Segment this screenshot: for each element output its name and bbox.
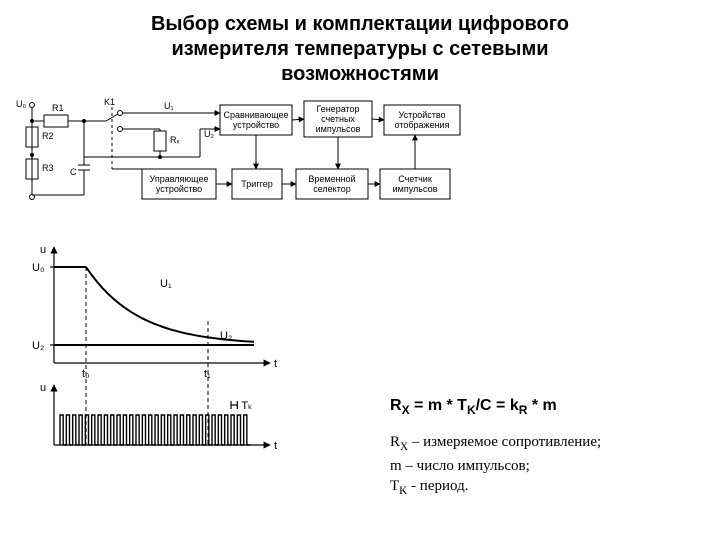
formula-main: RX = m * TK/C = kR * m: [390, 395, 601, 418]
svg-text:t: t: [274, 358, 277, 370]
title-line: измерителя температуры с сетевыми: [40, 37, 680, 62]
svg-text:U₁: U₁: [160, 278, 172, 290]
svg-text:Счетчик: Счетчик: [398, 174, 432, 184]
svg-text:C: C: [70, 167, 77, 177]
svg-text:Rₓ: Rₓ: [170, 135, 179, 145]
svg-text:t₁: t₁: [204, 368, 211, 380]
svg-text:R2: R2: [42, 131, 54, 141]
svg-text:Устройство: Устройство: [398, 110, 445, 120]
svg-text:Генератор: Генератор: [316, 104, 359, 114]
svg-text:U₂: U₂: [204, 129, 214, 139]
page-title: Выбор схемы и комплектации цифрового изм…: [0, 0, 720, 95]
title-line: Выбор схемы и комплектации цифрового: [40, 12, 680, 37]
formula-block: RX = m * TK/C = kR * m RX – измеряемое с…: [390, 395, 601, 499]
svg-text:импульсов: импульсов: [316, 124, 361, 134]
svg-text:U₁: U₁: [164, 101, 174, 111]
svg-text:Tₖ: Tₖ: [241, 400, 252, 412]
svg-text:устройство: устройство: [156, 184, 202, 194]
svg-text:t: t: [274, 440, 277, 452]
svg-text:u: u: [40, 244, 46, 256]
svg-text:R1: R1: [52, 103, 64, 113]
svg-text:Временной: Временной: [308, 174, 355, 184]
formula-lines: RX – измеряемое сопротивление;m – число …: [390, 432, 601, 499]
svg-text:импульсов: импульсов: [393, 184, 438, 194]
timing-diagram: utU₀U₂U₂U₁t₀t₁utTₖ: [20, 235, 300, 465]
block-diagram: U₀R1R2R3K1U₁RₓCU₂СравнивающееустройствоГ…: [10, 95, 480, 215]
svg-text:U₂: U₂: [32, 340, 44, 352]
svg-text:селектор: селектор: [313, 184, 351, 194]
svg-text:K1: K1: [104, 97, 115, 107]
svg-text:u: u: [40, 382, 46, 394]
svg-text:Управляющее: Управляющее: [150, 174, 209, 184]
svg-text:Триггер: Триггер: [241, 179, 272, 189]
svg-text:отображения: отображения: [395, 120, 450, 130]
diagrams-area: U₀R1R2R3K1U₁RₓCU₂СравнивающееустройствоГ…: [0, 95, 720, 465]
svg-text:U₀: U₀: [32, 262, 45, 274]
svg-text:устройство: устройство: [233, 120, 279, 130]
title-line: возможностями: [40, 62, 680, 87]
svg-text:Сравнивающее: Сравнивающее: [223, 110, 288, 120]
svg-text:счетных: счетных: [321, 114, 355, 124]
svg-text:U₀: U₀: [16, 99, 26, 109]
svg-text:t₀: t₀: [82, 368, 90, 380]
svg-text:R3: R3: [42, 163, 54, 173]
